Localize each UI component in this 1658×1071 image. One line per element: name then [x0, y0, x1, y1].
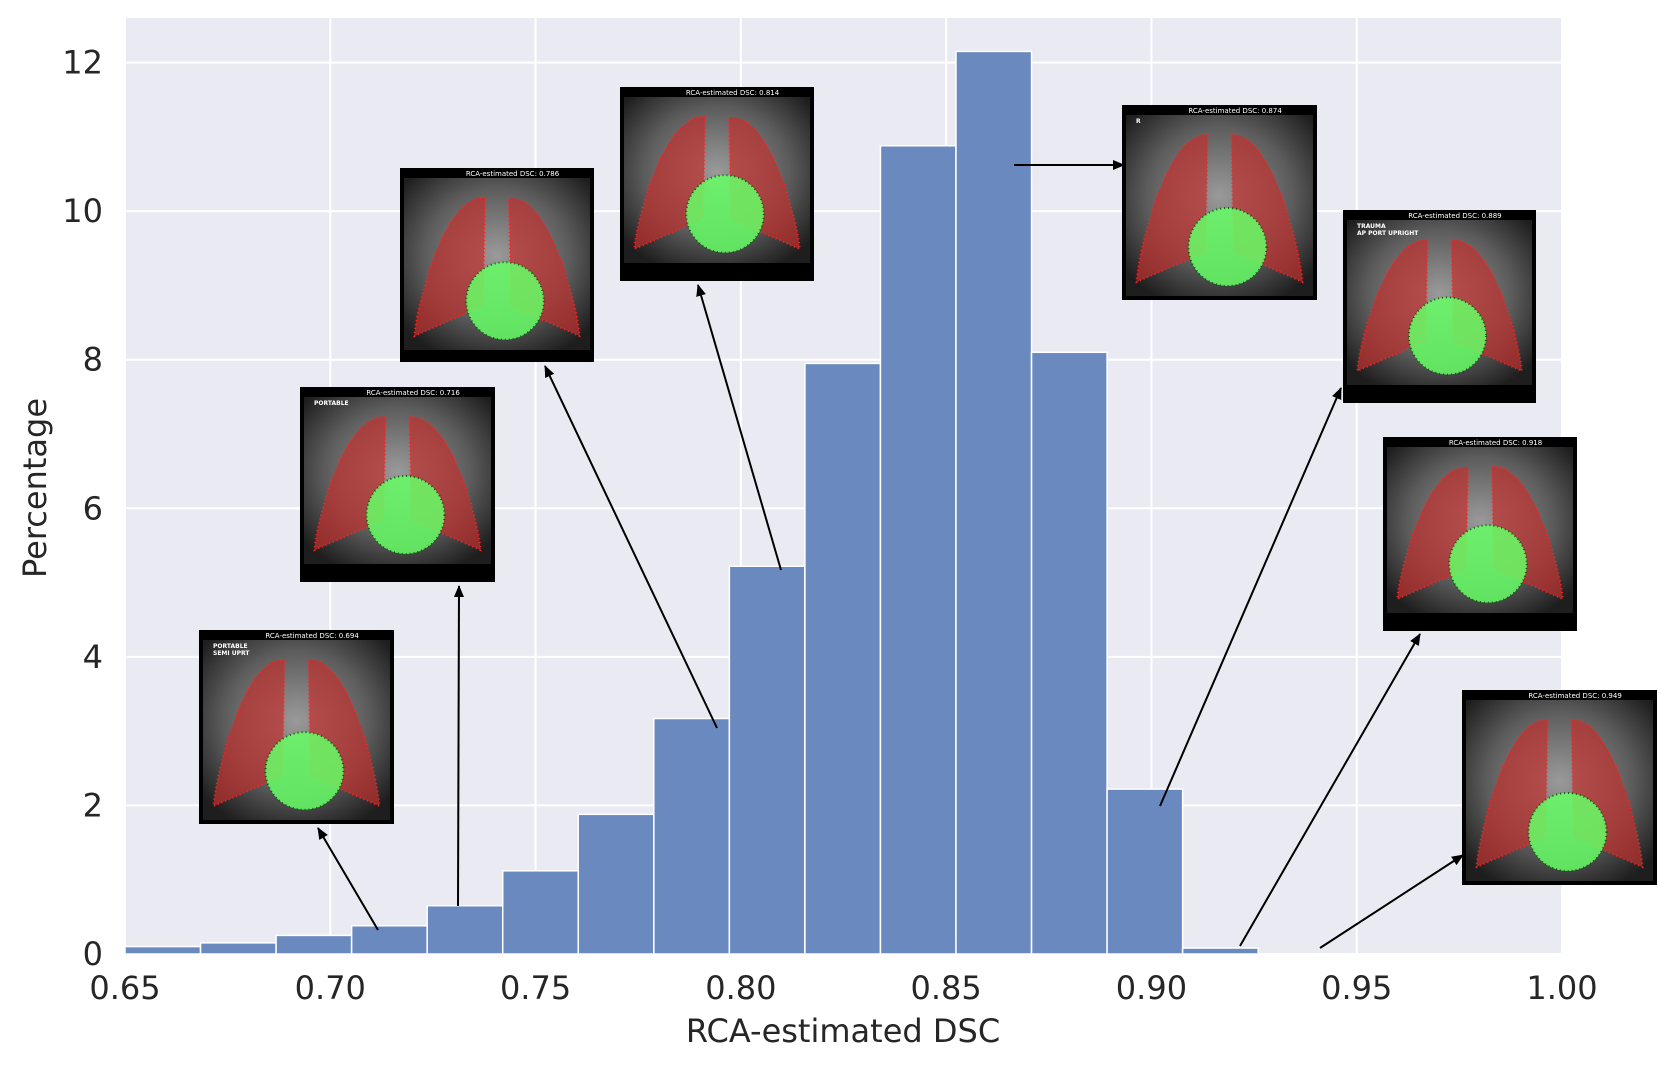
- xray-thumbnail-5: RCA-estimated DSC: 0.874 R: [1122, 105, 1317, 300]
- x-tick-label: 0.90: [1116, 969, 1187, 1007]
- thumbnail-tag: PORTABLE: [314, 400, 349, 407]
- histogram-bar-3: [275, 934, 353, 955]
- histogram-bar-9: [728, 565, 806, 955]
- heart-overlay: [1448, 524, 1528, 604]
- y-tick-label: 12: [62, 44, 103, 82]
- thumbnail-tag: PORTABLE: [213, 643, 248, 650]
- y-tick-label: 4: [83, 638, 103, 676]
- x-tick-label: 1.00: [1526, 969, 1597, 1007]
- thumbnail-caption: RCA-estimated DSC: 0.814: [686, 89, 780, 97]
- histogram-bar-14: [1106, 788, 1184, 955]
- thumbnail-tag: SEMI UPRT: [213, 650, 250, 657]
- annotation-arrow-6: [1159, 387, 1342, 807]
- y-tick-label: 10: [62, 192, 103, 230]
- histogram-bar-13: [1030, 351, 1108, 955]
- thumbnail-caption: RCA-estimated DSC: 0.716: [366, 389, 460, 397]
- histogram-bars: [124, 50, 1259, 955]
- x-tick-label: 0.85: [911, 969, 982, 1007]
- thumbnail-caption: RCA-estimated DSC: 0.874: [1188, 107, 1282, 115]
- heart-overlay: [1407, 296, 1488, 376]
- y-tick-label: 6: [83, 489, 103, 527]
- xray-thumbnail-4: RCA-estimated DSC: 0.814: [620, 87, 814, 281]
- heart-overlay: [1187, 207, 1268, 287]
- x-tick-label: 0.70: [295, 969, 366, 1007]
- heart-overlay: [264, 731, 345, 811]
- histogram-bar-1: [124, 945, 202, 955]
- histogram-bar-2: [199, 942, 277, 955]
- annotation-arrow-8: [1319, 854, 1464, 949]
- histogram-bar-10: [804, 362, 882, 955]
- x-tick-label: 0.75: [500, 969, 571, 1007]
- x-tick-label: 0.95: [1321, 969, 1392, 1007]
- xray-thumbnail-3: RCA-estimated DSC: 0.786: [400, 168, 594, 362]
- y-tick-label: 2: [83, 786, 103, 824]
- histogram-bar-6: [501, 870, 580, 955]
- thumbnail-caption: RCA-estimated DSC: 0.694: [265, 632, 359, 640]
- annotation-arrow-7: [1239, 633, 1421, 947]
- thumbnail-caption: RCA-estimated DSC: 0.918: [1449, 439, 1542, 447]
- y-axis-label: Percentage: [16, 398, 54, 578]
- heart-overlay: [465, 261, 545, 341]
- thumbnail-tag: R: [1136, 118, 1141, 125]
- annotation-arrow-3: [544, 365, 718, 729]
- annotation-arrows: [317, 160, 1464, 949]
- y-tick-label: 0: [83, 935, 103, 973]
- heart-overlay: [685, 174, 765, 254]
- x-tick-label: 0.65: [89, 969, 160, 1007]
- histogram-bar-5: [426, 904, 504, 955]
- thumbnail-tag: AP PORT UPRIGHT: [1357, 230, 1419, 237]
- histogram-bar-4: [350, 925, 428, 955]
- x-tick-label: 0.80: [705, 969, 776, 1007]
- xray-thumbnail-8: RCA-estimated DSC: 0.949: [1462, 690, 1657, 885]
- histogram-bar-15: [1181, 947, 1259, 955]
- annotation-arrow-2: [453, 585, 464, 907]
- histogram-bar-8: [653, 717, 731, 955]
- heart-overlay: [1527, 792, 1608, 872]
- y-tick-label: 8: [83, 341, 103, 379]
- x-axis-label: RCA-estimated DSC: [686, 1012, 1000, 1050]
- thumbnail-caption: RCA-estimated DSC: 0.949: [1528, 692, 1621, 700]
- thumbnail-caption: RCA-estimated DSC: 0.889: [1408, 212, 1501, 220]
- histogram-bar-12: [955, 50, 1033, 955]
- thumbnail-tag: TRAUMA: [1357, 223, 1386, 230]
- thumbnail-caption: RCA-estimated DSC: 0.786: [466, 170, 560, 178]
- histogram-bar-7: [577, 813, 655, 955]
- heart-overlay: [365, 475, 446, 555]
- xray-thumbnail-2: RCA-estimated DSC: 0.716 PORTABLE: [300, 387, 495, 582]
- xray-thumbnail-7: RCA-estimated DSC: 0.918: [1383, 437, 1577, 631]
- annotation-arrow-1: [317, 827, 379, 931]
- tick-labels: 0.65 0.70 0.75 0.80 0.85 0.90 0.95 1.00 0 2 4 6 8 10 1…: [62, 44, 1597, 1007]
- annotation-arrow-4: [696, 284, 782, 571]
- histogram-bar-11: [879, 145, 957, 955]
